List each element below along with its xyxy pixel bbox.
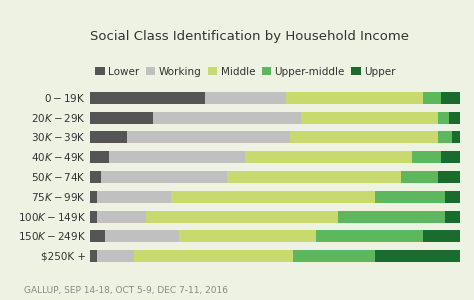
Bar — [146, 211, 338, 223]
Bar — [153, 112, 301, 124]
Bar — [452, 131, 460, 143]
Bar — [293, 250, 375, 262]
Bar — [449, 112, 460, 124]
Bar — [109, 151, 246, 163]
Bar — [290, 131, 438, 143]
Text: Social Class Identification by Household Income: Social Class Identification by Household… — [90, 30, 409, 43]
Bar — [401, 171, 438, 183]
Bar — [301, 112, 438, 124]
Bar — [423, 92, 441, 104]
Bar — [105, 230, 179, 242]
Bar — [441, 92, 460, 104]
Bar — [90, 151, 109, 163]
Bar — [90, 112, 153, 124]
Bar — [438, 171, 460, 183]
Bar — [90, 92, 205, 104]
Bar — [90, 171, 101, 183]
Bar — [135, 250, 293, 262]
Bar — [101, 171, 227, 183]
Bar — [172, 191, 375, 203]
Bar — [412, 151, 441, 163]
Bar — [179, 230, 316, 242]
Bar — [423, 230, 460, 242]
Bar — [445, 211, 460, 223]
Bar — [438, 112, 449, 124]
Bar — [90, 230, 105, 242]
Bar — [375, 191, 445, 203]
Bar — [98, 191, 172, 203]
Bar — [316, 230, 423, 242]
Bar — [445, 191, 460, 203]
Bar — [246, 151, 412, 163]
Text: GALLUP, SEP 14-18, OCT 5-9, DEC 7-11, 2016: GALLUP, SEP 14-18, OCT 5-9, DEC 7-11, 20… — [24, 286, 228, 296]
Bar — [375, 250, 460, 262]
Bar — [90, 131, 127, 143]
Bar — [98, 250, 135, 262]
Bar — [90, 250, 98, 262]
Bar — [205, 92, 286, 104]
Bar — [98, 211, 146, 223]
Bar — [441, 151, 460, 163]
Bar — [438, 131, 452, 143]
Bar — [338, 211, 445, 223]
Bar — [127, 131, 290, 143]
Bar — [90, 191, 98, 203]
Bar — [90, 211, 98, 223]
Legend: Lower, Working, Middle, Upper-middle, Upper: Lower, Working, Middle, Upper-middle, Up… — [95, 67, 396, 77]
Bar — [286, 92, 423, 104]
Bar — [227, 171, 401, 183]
